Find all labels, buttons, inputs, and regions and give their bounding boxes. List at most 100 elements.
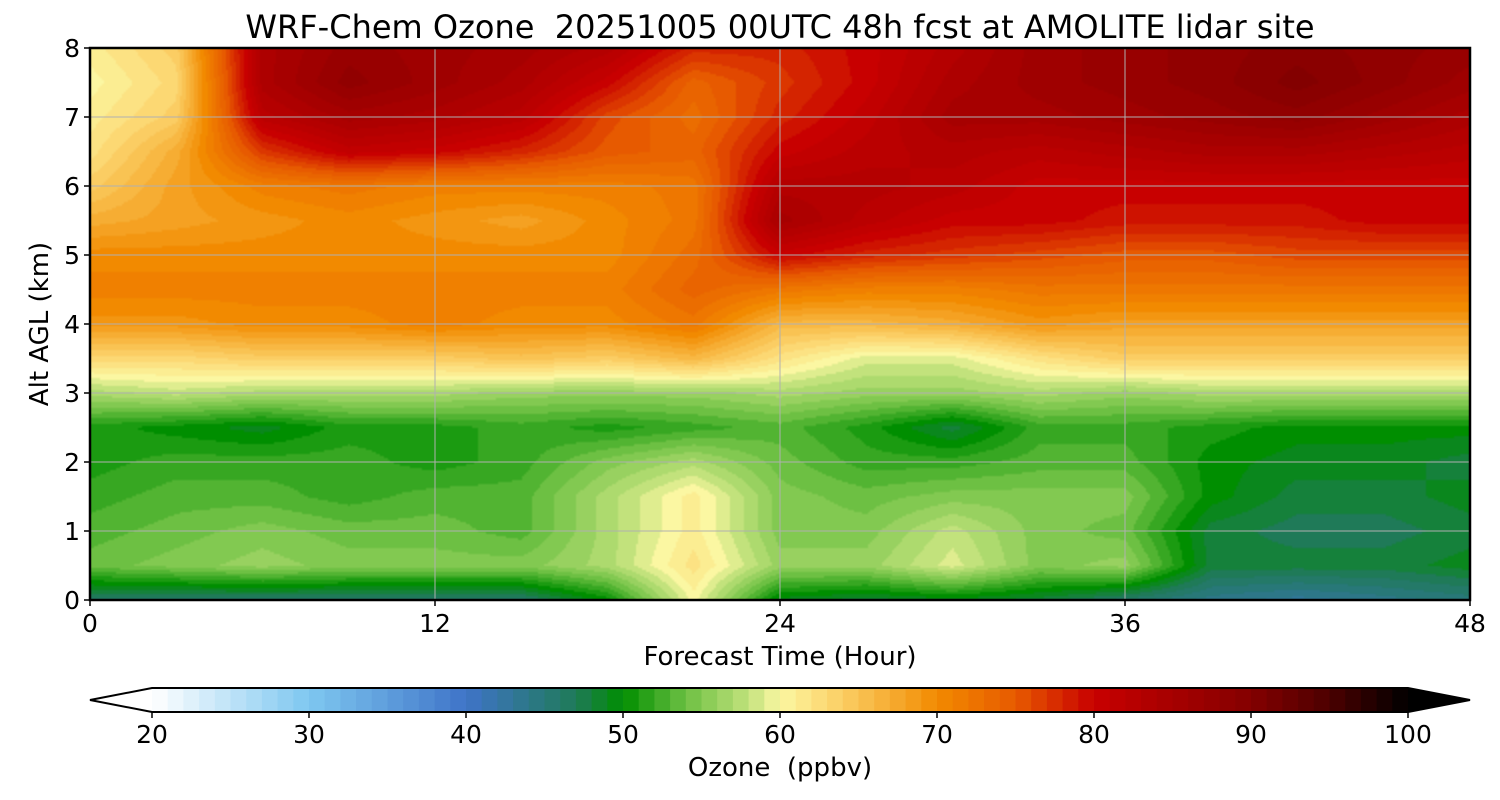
colorbar-segment <box>717 688 734 712</box>
x-tick-label-1: 12 <box>419 609 451 638</box>
colorbar-segment <box>528 688 546 712</box>
colorbar-tick-label-1: 30 <box>293 720 325 749</box>
colorbar-segment <box>1172 688 1189 712</box>
y-tick-label-4: 4 <box>64 310 80 339</box>
colorbar-segment <box>1094 688 1111 712</box>
colorbar-segment <box>324 688 341 712</box>
colorbar-segment <box>764 688 781 712</box>
y-axis-ticks: 0 1 2 3 4 5 6 7 8 <box>64 34 90 615</box>
x-axis-ticks: 0 12 24 36 48 <box>82 600 1486 638</box>
colorbar-segment <box>952 688 969 712</box>
colorbar-segment <box>481 688 498 712</box>
colorbar-tick-label-5: 70 <box>921 720 953 749</box>
colorbar-segment <box>356 688 373 712</box>
colorbar-segment <box>183 688 200 712</box>
colorbar-segment <box>1141 688 1158 712</box>
colorbar-segment <box>434 688 451 712</box>
colorbar-segment <box>905 688 922 712</box>
colorbar-segment <box>340 688 357 712</box>
y-tick-label-2: 2 <box>64 448 80 477</box>
colorbar-segment <box>466 688 483 712</box>
colorbar-segment <box>1203 688 1221 712</box>
colorbar-segment <box>403 688 420 712</box>
colorbar-segment <box>560 688 577 712</box>
y-tick-label-0: 0 <box>64 586 80 615</box>
y-tick-label-1: 1 <box>64 517 80 546</box>
x-tick-label-2: 24 <box>764 609 796 638</box>
colorbar-segment <box>1313 688 1331 712</box>
colorbar-segment <box>607 688 624 712</box>
colorbar-segment <box>984 688 1001 712</box>
colorbar-segment <box>842 688 860 712</box>
colorbar-segment <box>214 688 232 712</box>
y-tick-label-8: 8 <box>64 34 80 63</box>
colorbar-segment <box>497 688 514 712</box>
colorbar-segment <box>513 688 530 712</box>
colorbar-segment <box>199 688 216 712</box>
colorbar-segment <box>450 688 467 712</box>
y-axis-label: Alt AGL (km) <box>25 242 55 406</box>
x-tick-label-0: 0 <box>82 609 98 638</box>
colorbar-segment <box>246 688 263 712</box>
colorbar-segment <box>152 688 169 712</box>
colorbar-segment <box>638 688 655 712</box>
colorbar-segment <box>387 688 404 712</box>
colorbar-segment <box>748 688 765 712</box>
chart-title: WRF-Chem Ozone 20251005 00UTC 48h fcst a… <box>245 8 1314 46</box>
colorbar-segment <box>167 688 184 712</box>
colorbar-segment <box>309 688 326 712</box>
colorbar-segment <box>1266 688 1283 712</box>
colorbar-extend-high <box>1408 688 1470 712</box>
colorbar-segment <box>277 688 294 712</box>
x-tick-label-4: 48 <box>1454 609 1486 638</box>
colorbar-tick-label-2: 40 <box>450 720 482 749</box>
colorbar-segment <box>293 688 310 712</box>
x-axis-label: Forecast Time (Hour) <box>643 642 916 672</box>
y-tick-label-7: 7 <box>64 103 80 132</box>
colorbar-extend-low <box>90 688 152 712</box>
y-tick-label-3: 3 <box>64 379 80 408</box>
colorbar-segment <box>968 688 985 712</box>
y-tick-label-6: 6 <box>64 172 80 201</box>
colorbar-segment <box>670 688 687 712</box>
colorbar-segment <box>1392 688 1409 712</box>
colorbar-segment <box>999 688 1017 712</box>
colorbar-segment <box>1235 688 1252 712</box>
colorbar-tick-label-6: 80 <box>1078 720 1110 749</box>
colorbar-segment <box>1282 688 1299 712</box>
colorbar-segment <box>1031 688 1048 712</box>
colorbar-segment <box>1015 688 1032 712</box>
colorbar-segment <box>795 688 812 712</box>
colorbar-segment <box>811 688 828 712</box>
colorbar-segment <box>889 688 907 712</box>
colorbar-segment <box>1046 688 1064 712</box>
colorbar-segment <box>1329 688 1346 712</box>
colorbar-segment <box>685 688 703 712</box>
colorbar-segment <box>261 688 279 712</box>
colorbar-segment <box>1360 688 1378 712</box>
colorbar-tick-label-7: 90 <box>1235 720 1267 749</box>
colorbar-segment <box>1156 688 1174 712</box>
colorbar-segment <box>827 688 844 712</box>
colorbar-segment <box>780 688 797 712</box>
colorbar-segment <box>1188 688 1205 712</box>
colorbar-segment <box>575 688 593 712</box>
colorbar-segment <box>623 688 640 712</box>
colorbar-segment <box>418 688 436 712</box>
colorbar-segment <box>371 688 389 712</box>
colorbar-label: Ozone (ppbv) <box>688 753 872 783</box>
colorbar-segment <box>937 688 954 712</box>
colorbar-tick-label-4: 60 <box>764 720 796 749</box>
colorbar-segment <box>1219 688 1236 712</box>
y-tick-label-5: 5 <box>64 241 80 270</box>
colorbar-segment <box>591 688 608 712</box>
colorbar-segment <box>701 688 718 712</box>
colorbar-segment <box>1078 688 1095 712</box>
colorbar-segment <box>1376 688 1393 712</box>
colorbar-segment <box>1125 688 1142 712</box>
colorbar-segment <box>230 688 247 712</box>
colorbar-tick-label-8: 100 <box>1384 720 1432 749</box>
colorbar: 20 30 40 50 60 70 80 90 100 <box>89 687 1471 749</box>
colorbar-segment <box>544 688 561 712</box>
